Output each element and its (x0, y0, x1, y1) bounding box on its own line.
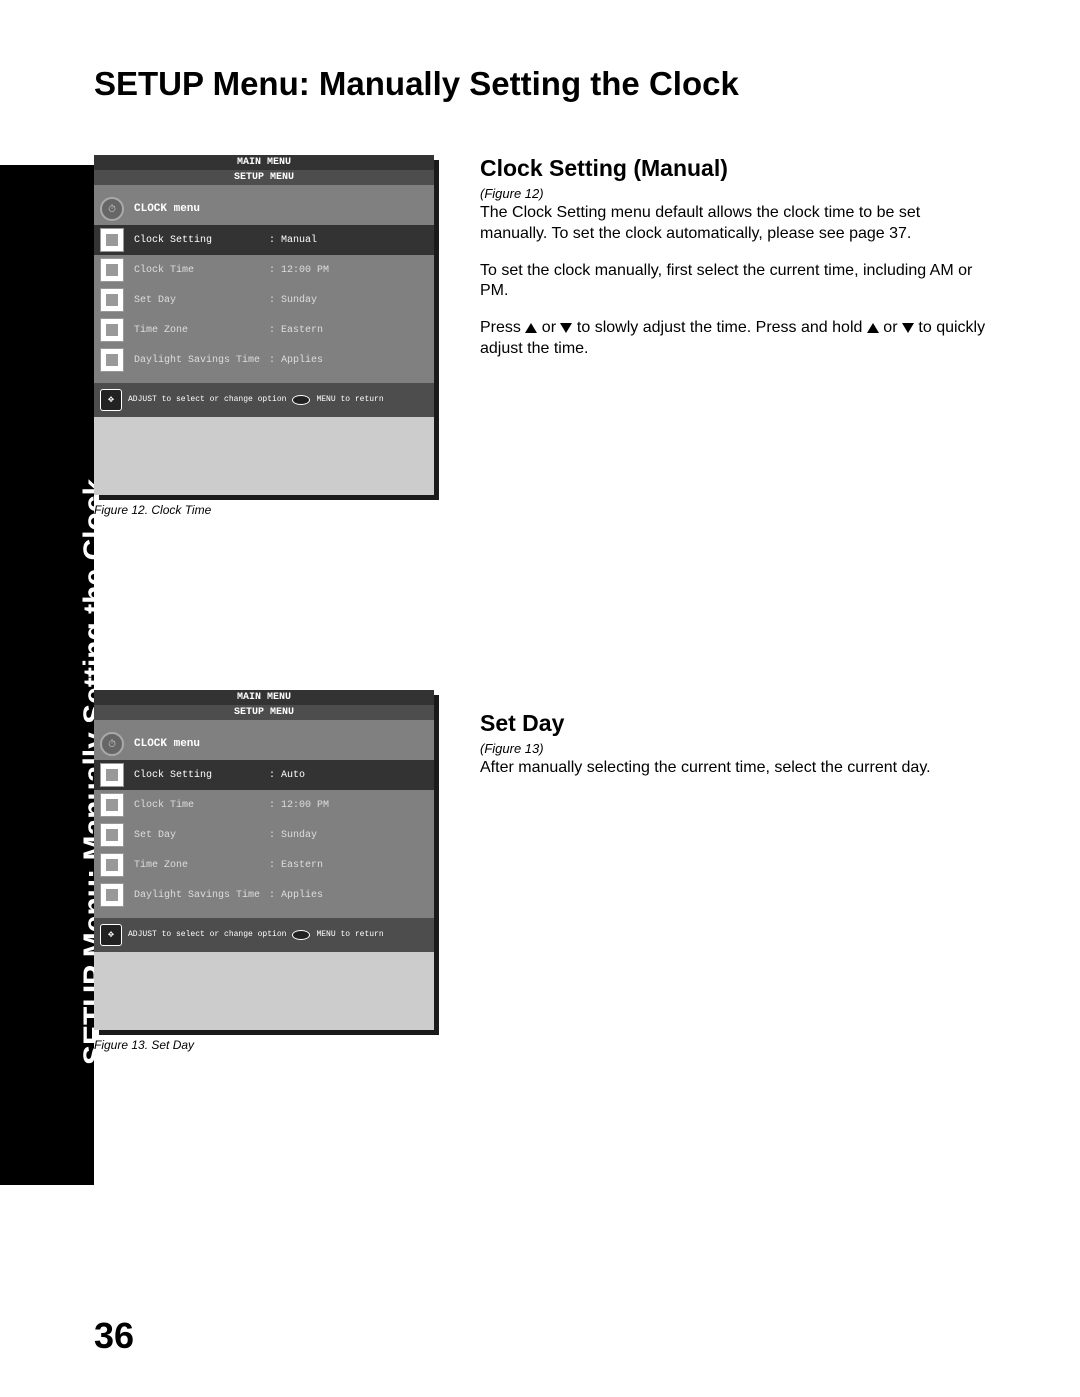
menu-item-label: Clock Time (134, 800, 269, 811)
figure-ref: (Figure 12) (480, 186, 990, 201)
menu-item-value: : 12:00 PM (269, 265, 329, 276)
menu-item[interactable]: Clock Setting: Manual (94, 225, 434, 255)
menu-item-label: Time Zone (134, 325, 269, 336)
menu-item[interactable]: Clock Setting: Auto (94, 760, 434, 790)
tv-screen-1: MAIN MENU SETUP MENU ⏱ CLOCK menu Clock … (94, 155, 434, 495)
footer-bar: ✥ ADJUST to select or change option MENU… (94, 383, 434, 417)
menu-item-label: Set Day (134, 295, 269, 306)
main-menu-header: MAIN MENU (94, 690, 434, 705)
figure-ref: (Figure 13) (480, 741, 990, 756)
menu-item[interactable]: Time Zone: Eastern (94, 850, 434, 880)
down-arrow-icon (560, 323, 572, 333)
menu-title-row: ⏱ CLOCK menu (94, 728, 434, 760)
square-icon (100, 288, 124, 312)
square-icon (100, 258, 124, 282)
setup-menu-header: SETUP MENU (94, 705, 434, 720)
square-icon (100, 228, 124, 252)
up-arrow-icon (867, 323, 879, 333)
clock-icon: ⏱ (100, 197, 124, 221)
body-paragraph: The Clock Setting menu default allows th… (480, 203, 990, 245)
page-title: SETUP Menu: Manually Setting the Clock (94, 65, 739, 103)
footer-return-text: MENU to return (316, 395, 383, 405)
menu-item[interactable]: Daylight Savings Time: Applies (94, 345, 434, 375)
footer-return-text: MENU to return (316, 930, 383, 940)
menu-item-label: Daylight Savings Time (134, 355, 269, 366)
dpad-icon: ✥ (100, 389, 122, 411)
menu-button-icon (292, 930, 310, 940)
text-span: to slowly adjust the time. Press and hol… (572, 319, 866, 336)
section-heading: Clock Setting (Manual) (480, 155, 990, 182)
figure-12-caption: Figure 12. Clock Time (94, 503, 449, 517)
menu-item-label: Set Day (134, 830, 269, 841)
menu-item-value: : Manual (269, 235, 317, 246)
side-stripe: SETUP Menu: Manually Setting the Clock (0, 165, 94, 1185)
square-icon (100, 883, 124, 907)
menu-button-icon (292, 395, 310, 405)
section-heading: Set Day (480, 710, 990, 737)
menu-item-value: : Sunday (269, 295, 317, 306)
body-paragraph: Press or to slowly adjust the time. Pres… (480, 318, 990, 360)
page-number: 36 (94, 1315, 134, 1357)
square-icon (100, 348, 124, 372)
down-arrow-icon (902, 323, 914, 333)
menu-item-label: Time Zone (134, 860, 269, 871)
menu-item-value: : Applies (269, 355, 323, 366)
menu-item-label: Clock Setting (134, 770, 269, 781)
menu-item-label: Clock Time (134, 265, 269, 276)
square-icon (100, 793, 124, 817)
section-clock-setting: Clock Setting (Manual) (Figure 12) The C… (480, 155, 990, 376)
footer-adjust-text: ADJUST to select or change option (128, 930, 286, 940)
main-menu-header: MAIN MENU (94, 155, 434, 170)
menu-item-label: Daylight Savings Time (134, 890, 269, 901)
section-set-day: Set Day (Figure 13) After manually selec… (480, 710, 990, 795)
figure-13: MAIN MENU SETUP MENU ⏱ CLOCK menu Clock … (94, 690, 449, 1052)
square-icon (100, 823, 124, 847)
menu-item[interactable]: Set Day: Sunday (94, 820, 434, 850)
square-icon (100, 763, 124, 787)
menu-item-value: : Sunday (269, 830, 317, 841)
text-span: or (879, 319, 902, 336)
menu-item-value: : 12:00 PM (269, 800, 329, 811)
clock-icon: ⏱ (100, 732, 124, 756)
footer-bar: ✥ ADJUST to select or change option MENU… (94, 918, 434, 952)
menu-item-value: : Applies (269, 890, 323, 901)
menu-item[interactable]: Clock Time: 12:00 PM (94, 790, 434, 820)
menu-item[interactable]: Clock Time: 12:00 PM (94, 255, 434, 285)
text-span: Press (480, 319, 525, 336)
body-paragraph: To set the clock manually, first select … (480, 261, 990, 303)
menu-item-value: : Eastern (269, 325, 323, 336)
figure-13-caption: Figure 13. Set Day (94, 1038, 449, 1052)
footer-adjust-text: ADJUST to select or change option (128, 395, 286, 405)
square-icon (100, 853, 124, 877)
body-paragraph: After manually selecting the current tim… (480, 758, 990, 779)
menu-title: CLOCK menu (134, 203, 200, 215)
square-icon (100, 318, 124, 342)
menu-title: CLOCK menu (134, 738, 200, 750)
menu-body: ⏱ CLOCK menu Clock Setting: AutoClock Ti… (94, 720, 434, 918)
menu-item[interactable]: Daylight Savings Time: Applies (94, 880, 434, 910)
menu-item-value: : Eastern (269, 860, 323, 871)
setup-menu-header: SETUP MENU (94, 170, 434, 185)
menu-title-row: ⏱ CLOCK menu (94, 193, 434, 225)
menu-item[interactable]: Set Day: Sunday (94, 285, 434, 315)
menu-item-label: Clock Setting (134, 235, 269, 246)
up-arrow-icon (525, 323, 537, 333)
menu-item[interactable]: Time Zone: Eastern (94, 315, 434, 345)
text-span: or (537, 319, 560, 336)
figure-12: MAIN MENU SETUP MENU ⏱ CLOCK menu Clock … (94, 155, 449, 517)
menu-body: ⏱ CLOCK menu Clock Setting: ManualClock … (94, 185, 434, 383)
menu-item-value: : Auto (269, 770, 305, 781)
tv-screen-2: MAIN MENU SETUP MENU ⏱ CLOCK menu Clock … (94, 690, 434, 1030)
dpad-icon: ✥ (100, 924, 122, 946)
